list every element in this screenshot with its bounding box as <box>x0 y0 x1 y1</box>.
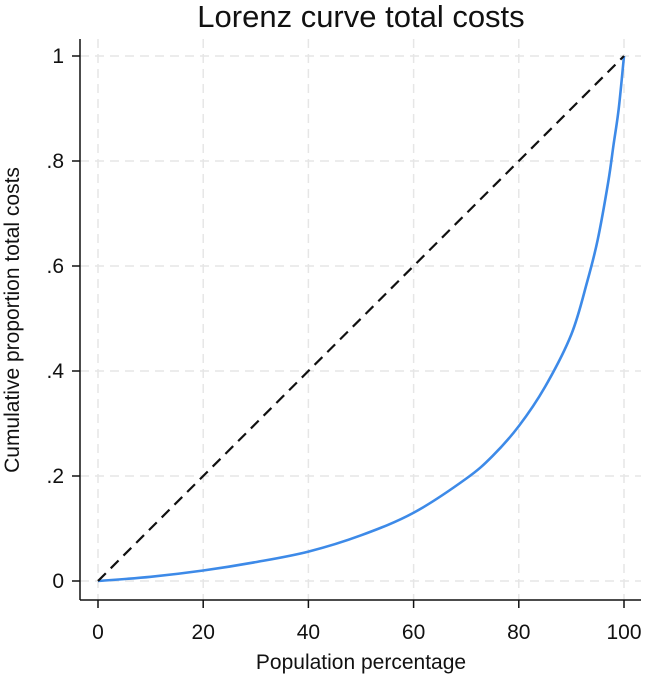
y-tick-label: 1 <box>52 45 64 68</box>
chart-title: Lorenz curve total costs <box>197 0 524 34</box>
lorenz-curve <box>97 55 626 583</box>
series <box>97 55 626 583</box>
y-tick-label: .6 <box>46 255 64 278</box>
grid <box>80 39 641 600</box>
x-tick-label: 100 <box>606 621 641 644</box>
y-tick-label: .2 <box>46 465 64 488</box>
y-tick-label: .8 <box>46 150 64 173</box>
x-tick-label: 20 <box>192 621 215 644</box>
y-tick-label: 0 <box>52 570 64 593</box>
y-tick-label: .4 <box>46 360 64 383</box>
x-tick-label: 60 <box>402 621 425 644</box>
axes <box>79 39 641 601</box>
x-tick-label: 80 <box>507 621 530 644</box>
x-tick-label: 0 <box>92 621 104 644</box>
y-axis-label: Cumulative proportion total costs <box>1 167 24 473</box>
equality-line <box>97 55 625 582</box>
x-tick-label: 40 <box>297 621 320 644</box>
ticks: 0 20 40 60 80 100 0 .2 .4 .6 .8 1 <box>46 45 641 644</box>
x-axis-label: Population percentage <box>256 651 466 674</box>
